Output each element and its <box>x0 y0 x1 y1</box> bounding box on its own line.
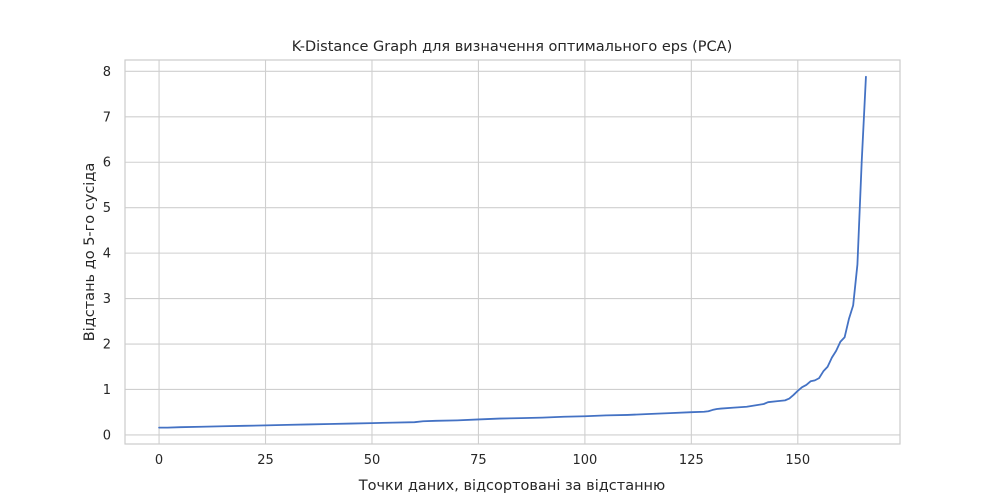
y-tick-label: 4 <box>103 247 111 262</box>
y-tick-label: 6 <box>103 156 111 171</box>
y-tick-label: 1 <box>103 383 111 398</box>
y-tick-label: 5 <box>103 201 111 216</box>
k-distance-line <box>158 75 867 429</box>
grid-layer <box>125 60 900 444</box>
x-tick-label: 25 <box>257 453 274 468</box>
y-axis-label: Відстань до 5-го сусіда <box>82 163 98 341</box>
x-tick-label: 0 <box>155 453 163 468</box>
x-tick-label: 150 <box>785 453 810 468</box>
chart-title: K-Distance Graph для визначення оптималь… <box>292 39 732 55</box>
x-axis-label: Точки даних, відсортовані за відстанню <box>358 478 666 494</box>
y-tick-label: 7 <box>103 110 111 125</box>
y-tick-label: 3 <box>103 292 111 307</box>
x-tick-label: 125 <box>679 453 704 468</box>
x-tick-label: 75 <box>470 453 487 468</box>
y-tick-label: 0 <box>103 428 111 443</box>
y-tick-label: 8 <box>103 65 111 80</box>
plot-area-frame <box>124 59 901 445</box>
series-layer <box>158 75 867 429</box>
y-tick-label: 2 <box>103 338 111 353</box>
x-tick-label: 50 <box>364 453 381 468</box>
x-tick-label: 100 <box>572 453 597 468</box>
tick-label-layer: 0 25 50 75 100 125 150 0 1 2 3 4 5 6 7 8 <box>103 65 810 468</box>
